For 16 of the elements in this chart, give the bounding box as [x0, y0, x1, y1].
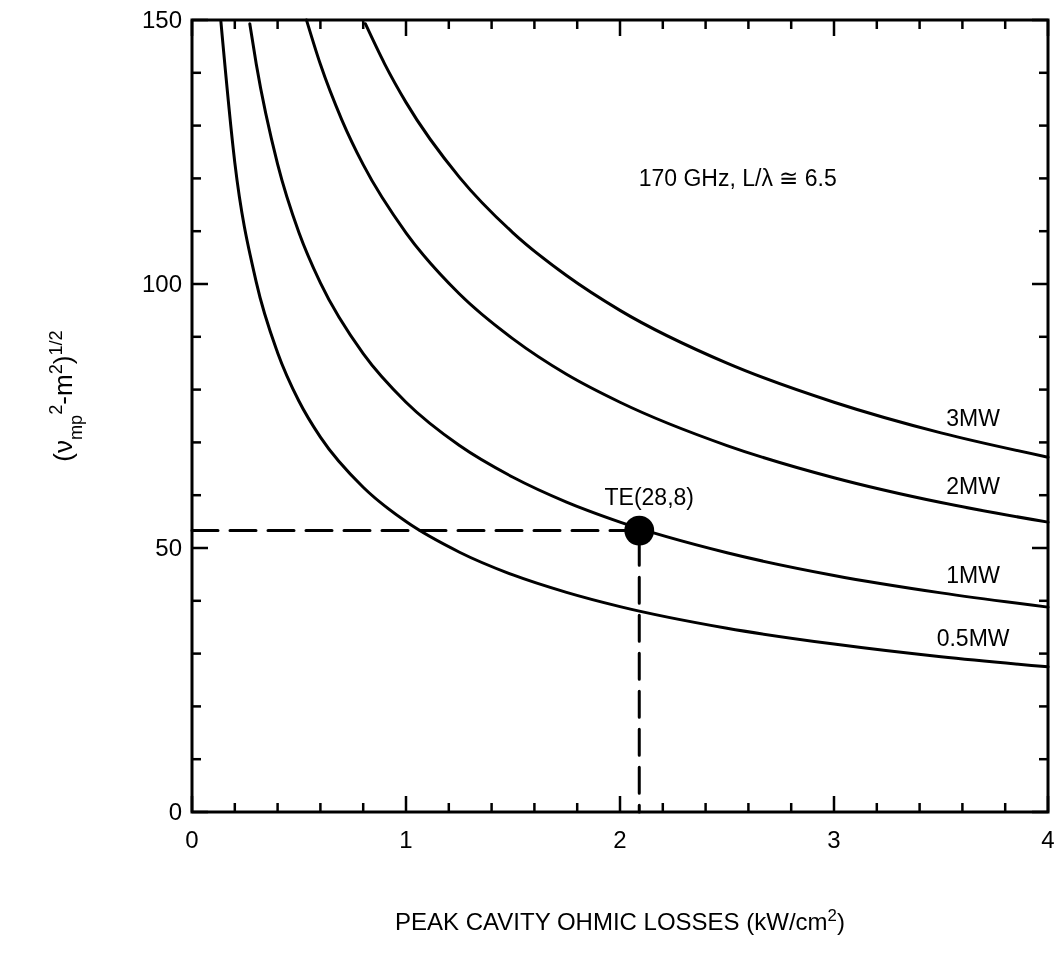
legend-label: 0.5MW	[936, 624, 1010, 651]
x-axis-title: PEAK CAVITY OHMIC LOSSES (kW/cm$^{2}$)	[395, 905, 845, 935]
x-tick-label: 1	[399, 826, 413, 853]
x-tick-label: 4	[1041, 826, 1055, 853]
series-label: TE(28,8)	[604, 483, 694, 510]
x-tick-label: 3	[827, 826, 841, 853]
annotation: 170 GHz, L/λ ≅ 6.5	[638, 165, 837, 192]
x-tick-label: 2	[613, 826, 627, 853]
x-tick-label: 0	[185, 826, 199, 853]
y-tick-label: 50	[155, 534, 182, 561]
y-tick-label: 0	[168, 798, 182, 825]
legend-label: 2MW	[946, 473, 1001, 500]
series-label: 3MW	[946, 405, 1001, 432]
y-tick-label: 150	[141, 6, 182, 33]
series-label: 1MW	[946, 562, 1001, 589]
y-tick-label: 100	[141, 270, 182, 297]
